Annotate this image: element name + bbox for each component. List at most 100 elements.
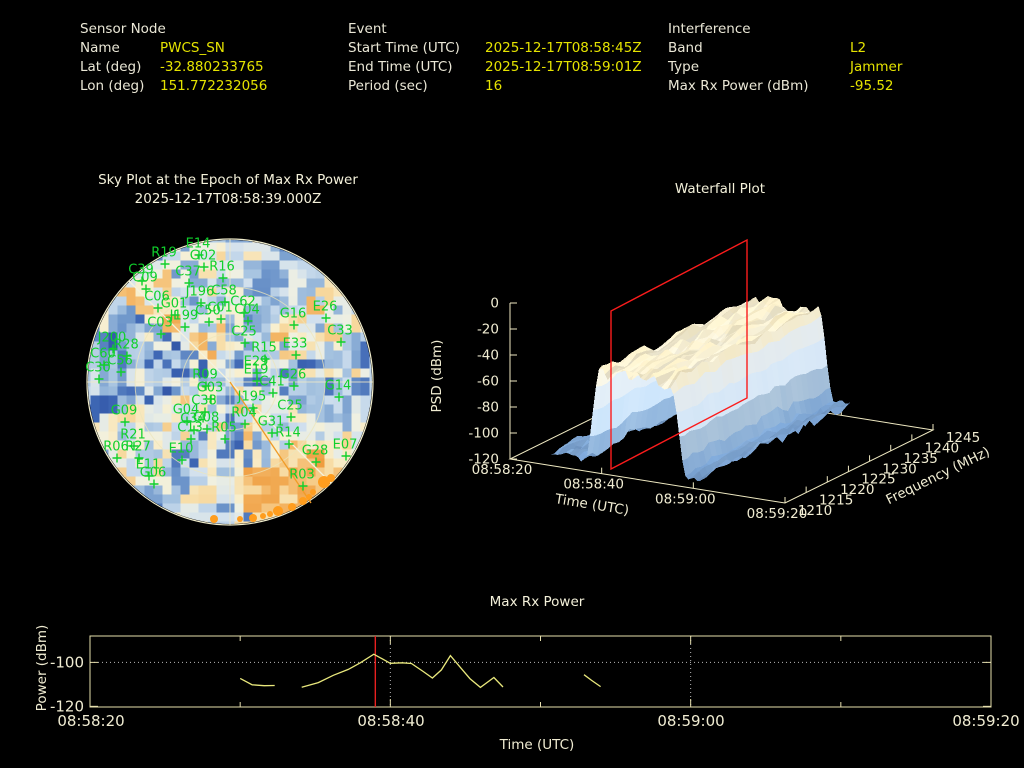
satellite-marker xyxy=(252,376,262,386)
satellite-marker xyxy=(194,250,204,260)
power-trace xyxy=(239,677,275,687)
satellite-marker xyxy=(336,337,346,347)
satellite-label: R15 xyxy=(251,341,277,356)
svg-text:1220: 1220 xyxy=(840,482,874,498)
satellite-marker xyxy=(141,284,151,294)
satellite-label: C25 xyxy=(277,399,303,414)
interference-power-value: -95.52 xyxy=(850,78,894,94)
satellite-label: R05 xyxy=(211,421,237,436)
event-end-value: 2025-12-17T08:59:01Z xyxy=(485,59,642,75)
bottom-time-axis-label: Time (UTC) xyxy=(499,737,575,753)
satellite-marker xyxy=(286,412,296,422)
satellite-label: C37 xyxy=(175,265,201,280)
svg-text:1210: 1210 xyxy=(798,503,832,519)
satellite-marker xyxy=(240,419,250,429)
satellite-marker xyxy=(199,262,209,272)
satellite-marker xyxy=(94,374,104,384)
bearing-orange xyxy=(229,381,312,504)
interference-type-value: Jammer xyxy=(850,59,903,75)
sensor-lat-value: -32.880233765 xyxy=(160,59,264,75)
svg-text:-40: -40 xyxy=(477,348,499,364)
svg-text:08:59:00: 08:59:00 xyxy=(655,491,716,507)
satellite-label: E10 xyxy=(169,442,194,457)
satellite-marker xyxy=(200,407,210,417)
satellite-label: G04 xyxy=(173,403,200,418)
svg-text:08:58:20: 08:58:20 xyxy=(472,462,533,478)
satellite-marker xyxy=(267,428,277,438)
satellite-marker xyxy=(216,314,226,324)
satellite-label: C62 xyxy=(230,295,256,310)
satellite-marker xyxy=(108,344,118,354)
satellite-marker xyxy=(122,351,132,361)
satellite-marker xyxy=(177,455,187,465)
satellite-label: C09 xyxy=(132,271,158,286)
interference-band-label: Band xyxy=(668,40,703,56)
satellite-label: E33 xyxy=(283,337,308,352)
interference-panel: Interference Band L2 Type Jammer Max Rx Po… xyxy=(668,20,902,96)
satellite-marker xyxy=(144,471,154,481)
satellite-marker xyxy=(243,316,253,326)
satellite-marker xyxy=(120,417,130,427)
satellite-marker xyxy=(156,329,166,339)
power-trace xyxy=(583,674,601,688)
satellite-label: G06 xyxy=(140,466,167,481)
satellite-marker xyxy=(112,453,122,463)
svg-text:-120: -120 xyxy=(50,697,84,715)
satellite-label: J200 xyxy=(97,331,127,346)
satellite-marker xyxy=(129,441,139,451)
satellite-label: R16 xyxy=(209,260,235,275)
event-period-label: Period (sec) xyxy=(348,78,428,94)
sensor-name-value: PWCS_SN xyxy=(160,40,225,56)
satellite-label: J195 xyxy=(237,390,267,405)
event-period-value: 16 xyxy=(485,78,503,94)
satellite-marker xyxy=(134,453,144,463)
svg-text:1235: 1235 xyxy=(904,451,938,467)
satellite-label: G26 xyxy=(280,368,307,383)
svg-text:-100: -100 xyxy=(50,653,84,671)
svg-text:-120: -120 xyxy=(468,452,499,468)
waterfall-title: Waterfall Plot xyxy=(674,181,766,197)
satellite-label: E11 xyxy=(136,458,161,473)
satellite-label: C41 xyxy=(259,375,285,390)
satellite-marker xyxy=(240,338,250,348)
svg-text:0: 0 xyxy=(490,296,499,312)
satellite-label: C38 xyxy=(191,394,217,409)
svg-text:08:59:00: 08:59:00 xyxy=(657,712,724,730)
svg-text:1215: 1215 xyxy=(819,493,853,509)
event-heading: Event xyxy=(348,21,387,37)
satellite-marker xyxy=(321,313,331,323)
satellite-marker xyxy=(137,276,147,286)
satellite-marker xyxy=(153,303,163,313)
satellite-label: R28 xyxy=(113,338,139,353)
satellite-label: C06 xyxy=(144,290,170,305)
svg-text:08:59:20: 08:59:20 xyxy=(747,506,808,522)
satellite-marker xyxy=(160,259,170,269)
satellite-marker xyxy=(220,434,230,444)
satellite-marker xyxy=(206,394,216,404)
event-start-value: 2025-12-17T08:58:45Z xyxy=(485,40,642,56)
satellite-marker xyxy=(184,278,194,288)
satellite-label: C56 xyxy=(107,354,133,369)
interference-type-label: Type xyxy=(668,59,700,75)
svg-text:1230: 1230 xyxy=(882,461,916,477)
svg-text:-20: -20 xyxy=(477,322,499,338)
satellite-marker xyxy=(220,297,230,307)
satellite-marker xyxy=(180,322,190,332)
svg-text:-80: -80 xyxy=(477,400,499,416)
satellite-marker xyxy=(189,425,199,435)
svg-text:-60: -60 xyxy=(477,374,499,390)
satellite-marker xyxy=(182,416,192,426)
satellite-label: E14 xyxy=(186,237,211,252)
svg-text:-100: -100 xyxy=(468,426,499,442)
satellite-label: C39 xyxy=(128,263,154,278)
satellite-label: C60 xyxy=(90,347,116,362)
satellite-label: C03 xyxy=(147,316,173,331)
satellite-label: R03 xyxy=(289,468,315,483)
satellite-label: R21 xyxy=(120,428,146,443)
satellite-marker xyxy=(99,360,109,370)
